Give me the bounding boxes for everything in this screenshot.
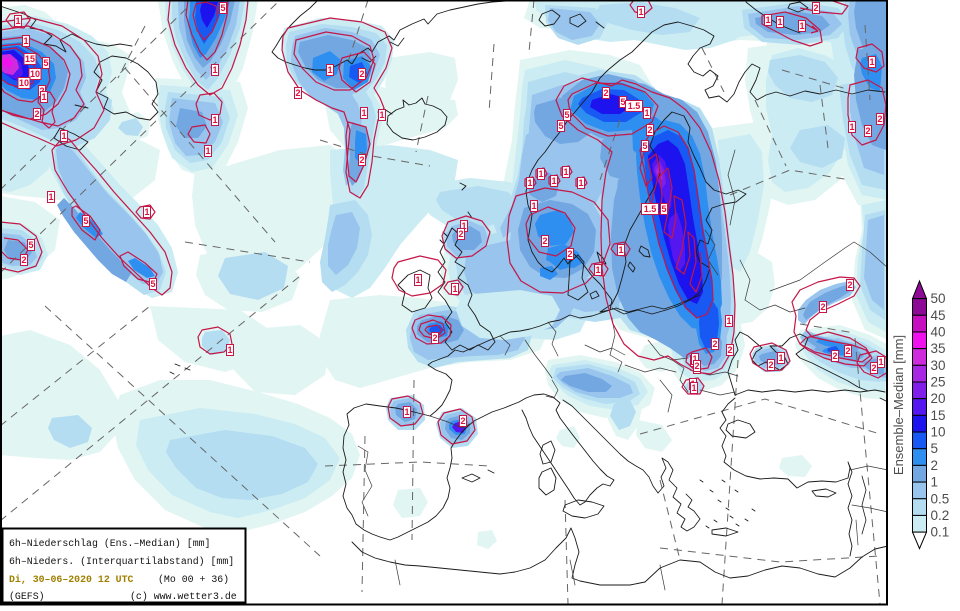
svg-text:(c) www.wetter3.de: (c) www.wetter3.de	[130, 591, 237, 602]
svg-text:0.5: 0.5	[931, 491, 950, 506]
svg-text:5: 5	[150, 279, 155, 289]
svg-text:15: 15	[931, 408, 946, 423]
svg-text:2: 2	[865, 126, 870, 136]
svg-text:1: 1	[777, 17, 782, 27]
svg-text:1: 1	[327, 65, 332, 75]
svg-text:1: 1	[361, 108, 366, 118]
svg-text:1: 1	[849, 122, 854, 132]
svg-text:(GEFS): (GEFS)	[9, 591, 45, 602]
svg-text:5: 5	[642, 141, 647, 151]
svg-text:6h–Niederschlag (Ens.–Median): 6h–Niederschlag (Ens.–Median) [mm]	[9, 538, 210, 549]
svg-text:1: 1	[212, 115, 217, 125]
svg-text:5: 5	[931, 441, 939, 456]
svg-text:1: 1	[931, 475, 939, 490]
svg-text:15: 15	[25, 54, 35, 64]
svg-text:1.5: 1.5	[628, 101, 641, 111]
svg-text:2: 2	[832, 351, 837, 361]
svg-text:1: 1	[578, 178, 583, 188]
svg-text:1: 1	[452, 284, 457, 294]
svg-text:1: 1	[227, 345, 232, 355]
svg-text:0.1: 0.1	[931, 525, 950, 540]
svg-text:1: 1	[692, 354, 697, 364]
svg-text:1: 1	[799, 21, 804, 31]
svg-text:1: 1	[415, 275, 420, 285]
svg-text:1: 1	[691, 383, 696, 393]
svg-text:2: 2	[542, 236, 547, 246]
svg-text:2: 2	[931, 458, 939, 473]
svg-text:0.2: 0.2	[931, 508, 950, 523]
svg-text:2: 2	[712, 339, 717, 349]
svg-text:2: 2	[820, 302, 825, 312]
svg-text:5: 5	[620, 97, 625, 107]
svg-text:5: 5	[43, 58, 48, 68]
svg-text:1: 1	[212, 65, 217, 75]
svg-text:1: 1	[595, 265, 600, 275]
svg-text:2: 2	[694, 361, 699, 371]
svg-text:1: 1	[638, 7, 643, 17]
svg-text:45: 45	[931, 308, 946, 323]
svg-text:30: 30	[931, 358, 946, 373]
svg-text:10: 10	[931, 425, 946, 440]
svg-text:5: 5	[661, 204, 666, 214]
svg-text:1: 1	[61, 131, 66, 141]
svg-text:2: 2	[603, 88, 608, 98]
svg-text:2: 2	[295, 88, 300, 98]
svg-text:25: 25	[931, 375, 946, 390]
svg-text:1: 1	[23, 36, 28, 46]
svg-text:1: 1	[461, 221, 466, 231]
svg-text:2: 2	[845, 346, 850, 356]
svg-text:2: 2	[34, 109, 39, 119]
svg-text:1: 1	[48, 192, 53, 202]
svg-text:1.5: 1.5	[644, 204, 657, 214]
svg-text:10: 10	[30, 69, 40, 79]
svg-text:1: 1	[778, 353, 783, 363]
svg-text:1: 1	[765, 15, 770, 25]
svg-text:2: 2	[359, 69, 364, 79]
svg-text:2: 2	[359, 155, 364, 165]
svg-text:(Mo 00 + 36): (Mo 00 + 36)	[158, 574, 229, 585]
svg-text:1: 1	[527, 178, 532, 188]
svg-text:1: 1	[563, 167, 568, 177]
svg-text:1: 1	[869, 57, 874, 67]
svg-text:1: 1	[379, 110, 384, 120]
svg-text:1: 1	[618, 245, 623, 255]
svg-text:5: 5	[558, 121, 563, 131]
svg-text:Ensemble–Median [mm]: Ensemble–Median [mm]	[891, 335, 906, 475]
svg-text:2: 2	[847, 280, 852, 290]
svg-text:5: 5	[83, 216, 88, 226]
svg-text:1: 1	[41, 92, 46, 102]
svg-text:1: 1	[878, 357, 883, 367]
svg-text:1: 1	[551, 176, 556, 186]
svg-text:2: 2	[877, 114, 882, 124]
svg-text:2: 2	[871, 363, 876, 373]
svg-text:1: 1	[144, 207, 149, 217]
svg-text:2: 2	[567, 249, 572, 259]
svg-text:20: 20	[931, 391, 946, 406]
svg-text:5: 5	[220, 3, 225, 13]
svg-text:2: 2	[21, 255, 26, 265]
svg-text:40: 40	[931, 324, 946, 339]
svg-text:2: 2	[647, 125, 652, 135]
svg-text:Di, 30–06–2020 12 UTC: Di, 30–06–2020 12 UTC	[9, 574, 134, 585]
svg-text:5: 5	[28, 240, 33, 250]
svg-text:2: 2	[768, 360, 773, 370]
svg-text:10: 10	[19, 78, 29, 88]
svg-text:1: 1	[205, 146, 210, 156]
svg-text:2: 2	[432, 333, 437, 343]
svg-text:2: 2	[458, 229, 463, 239]
svg-text:2: 2	[813, 3, 818, 13]
svg-text:1: 1	[644, 108, 649, 118]
svg-text:1: 1	[538, 169, 543, 179]
svg-text:1: 1	[15, 16, 20, 26]
svg-text:35: 35	[931, 341, 946, 356]
svg-text:1: 1	[404, 407, 409, 417]
svg-text:6h–Nieders. (Interquartilabsta: 6h–Nieders. (Interquartilabstand) [mm]	[9, 556, 234, 567]
svg-text:50: 50	[931, 291, 946, 306]
svg-text:5: 5	[564, 110, 569, 120]
svg-text:1: 1	[531, 201, 536, 211]
svg-text:2: 2	[727, 345, 732, 355]
svg-text:2: 2	[460, 416, 465, 426]
svg-text:1: 1	[726, 316, 731, 326]
